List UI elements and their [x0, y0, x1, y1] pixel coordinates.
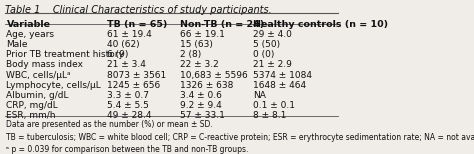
Text: 3.4 ± 0.6: 3.4 ± 0.6	[180, 91, 222, 100]
Text: Prior TB treatment history: Prior TB treatment history	[7, 50, 124, 59]
Text: 21 ± 3.4: 21 ± 3.4	[107, 61, 146, 69]
Text: 1326 ± 638: 1326 ± 638	[180, 81, 233, 89]
Text: 21 ± 2.9: 21 ± 2.9	[254, 61, 292, 69]
Text: Healthy controls (n = 10): Healthy controls (n = 10)	[254, 20, 389, 29]
Text: 3.3 ± 0.7: 3.3 ± 0.7	[107, 91, 148, 100]
Text: Albumin, g/dL: Albumin, g/dL	[7, 91, 69, 100]
Text: Age, years: Age, years	[7, 30, 55, 39]
Text: 9.2 ± 9.4: 9.2 ± 9.4	[180, 101, 222, 110]
Text: 2 (8): 2 (8)	[180, 50, 201, 59]
Text: ESR, mm/h: ESR, mm/h	[7, 111, 56, 120]
Text: 5 (50): 5 (50)	[254, 40, 281, 49]
Text: Table 1    Clinical Characteristics of study participants.: Table 1 Clinical Characteristics of stud…	[5, 5, 272, 15]
Text: 40 (62): 40 (62)	[107, 40, 139, 49]
Text: 6 (9): 6 (9)	[107, 50, 128, 59]
Text: 49 ± 28.4: 49 ± 28.4	[107, 111, 151, 120]
Text: 15 (63): 15 (63)	[180, 40, 213, 49]
Text: 0 (0): 0 (0)	[254, 50, 275, 59]
Text: Male: Male	[7, 40, 28, 49]
Text: 1245 ± 656: 1245 ± 656	[107, 81, 160, 89]
Text: 5.4 ± 5.5: 5.4 ± 5.5	[107, 101, 148, 110]
Text: NA: NA	[254, 91, 266, 100]
Text: 1648 ± 464: 1648 ± 464	[254, 81, 307, 89]
Text: CRP, mg/dL: CRP, mg/dL	[7, 101, 58, 110]
Text: Lymphocyte, cells/μL: Lymphocyte, cells/μL	[7, 81, 101, 89]
Text: 57 ± 33.1: 57 ± 33.1	[180, 111, 225, 120]
Text: WBC, cells/μLᵃ: WBC, cells/μLᵃ	[7, 71, 71, 79]
Text: 5374 ± 1084: 5374 ± 1084	[254, 71, 312, 79]
Text: Non-TB (n = 24): Non-TB (n = 24)	[180, 20, 264, 29]
Text: 0.1 ± 0.1: 0.1 ± 0.1	[254, 101, 295, 110]
Text: 8 ± 8.1: 8 ± 8.1	[254, 111, 287, 120]
Text: Data are presented as the number (%) or mean ± SD.: Data are presented as the number (%) or …	[7, 120, 213, 129]
Text: Body mass index: Body mass index	[7, 61, 83, 69]
Text: 66 ± 19.1: 66 ± 19.1	[180, 30, 225, 39]
Text: 8073 ± 3561: 8073 ± 3561	[107, 71, 166, 79]
Text: 29 ± 4.0: 29 ± 4.0	[254, 30, 292, 39]
Text: 22 ± 3.2: 22 ± 3.2	[180, 61, 219, 69]
Text: ᵃ p = 0.039 for comparison between the TB and non-TB groups.: ᵃ p = 0.039 for comparison between the T…	[7, 145, 249, 154]
Text: 10,683 ± 5596: 10,683 ± 5596	[180, 71, 248, 79]
Text: TB (n = 65): TB (n = 65)	[107, 20, 167, 29]
Text: Variable: Variable	[7, 20, 51, 29]
Text: TB = tuberculosis; WBC = white blood cell; CRP = C-reactive protein; ESR = eryth: TB = tuberculosis; WBC = white blood cel…	[7, 133, 474, 142]
Text: 61 ± 19.4: 61 ± 19.4	[107, 30, 151, 39]
